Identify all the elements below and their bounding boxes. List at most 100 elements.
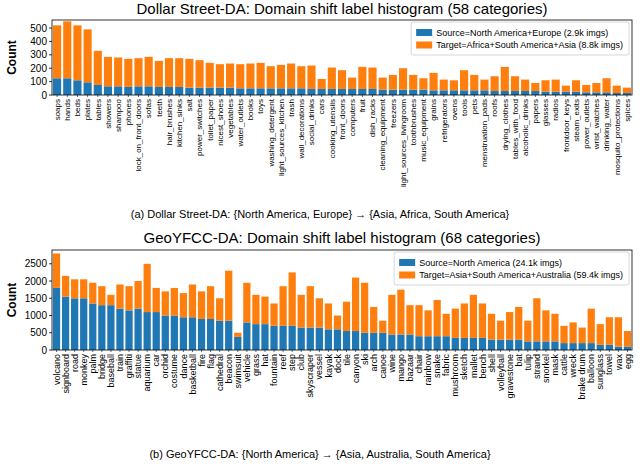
bar	[460, 70, 468, 90]
bar	[62, 276, 69, 297]
x-tick-label: freezers	[389, 99, 398, 128]
bar	[388, 295, 395, 335]
x-tick	[179, 95, 180, 97]
x-tick	[250, 95, 251, 97]
x-tick	[373, 350, 374, 352]
x-tick-label: music_equipment	[419, 98, 428, 161]
bar	[198, 291, 205, 319]
x-tick-label: tables_with_food	[511, 99, 520, 159]
x-tick-label: shampoo	[114, 98, 123, 131]
bar	[370, 333, 377, 350]
x-tick-label: sofas	[144, 99, 153, 118]
bar	[289, 272, 296, 325]
x-tick-label: hands	[63, 99, 72, 121]
bar	[307, 286, 314, 327]
bar	[73, 25, 81, 80]
bar	[470, 75, 478, 90]
bar	[236, 64, 244, 88]
x-tick	[189, 95, 190, 97]
bar	[165, 58, 173, 87]
bar	[289, 326, 296, 350]
bar	[243, 322, 250, 350]
x-tick	[616, 95, 617, 97]
bar	[63, 78, 71, 95]
x-tick	[609, 350, 610, 352]
bar	[434, 300, 441, 336]
bar	[287, 64, 295, 89]
bar	[153, 288, 160, 312]
x-tick	[56, 350, 57, 352]
x-tick	[274, 350, 275, 352]
x-tick	[228, 350, 229, 352]
x-tick	[392, 95, 393, 97]
x-tick	[138, 350, 139, 352]
bar	[361, 283, 368, 333]
x-tick	[147, 350, 148, 352]
bar	[479, 338, 486, 350]
bar	[261, 324, 268, 350]
bar	[216, 64, 224, 87]
x-tick	[494, 95, 495, 97]
bar	[506, 340, 513, 350]
x-tick-label: drying_clothes	[501, 99, 510, 151]
y-tick-label: 200	[30, 63, 47, 74]
bar	[243, 283, 250, 323]
bar	[316, 328, 323, 350]
x-tick-label: hair_brushes	[165, 99, 174, 145]
x-tick	[201, 350, 202, 352]
x-tick-label: toys	[256, 99, 265, 114]
x-tick	[183, 350, 184, 352]
bar	[165, 87, 173, 95]
chart-title: GeoYFCC-DA: Domain shift label histogram…	[144, 229, 541, 246]
bar	[602, 78, 610, 92]
x-tick	[423, 95, 424, 97]
chart-panel: GeoYFCC-DA: Domain shift label histogram…	[5, 229, 633, 460]
bar	[124, 59, 132, 87]
bar	[80, 298, 87, 350]
x-tick-label: light_sources_livingroom	[399, 99, 408, 187]
bar	[162, 316, 169, 350]
bar	[334, 329, 341, 350]
bar	[515, 307, 522, 340]
bar	[277, 88, 285, 95]
bar	[521, 91, 529, 95]
x-tick-label: radios	[551, 99, 560, 121]
bar	[225, 271, 232, 321]
bar	[470, 295, 477, 338]
x-tick	[107, 95, 108, 97]
legend-label: Target=Africa+South America+Asia (8.8k i…	[436, 40, 623, 50]
x-tick	[310, 350, 311, 352]
bar	[533, 341, 540, 350]
x-tick	[428, 350, 429, 352]
bar	[338, 89, 346, 95]
bar	[358, 89, 366, 95]
bar	[216, 88, 224, 95]
y-tick	[49, 281, 52, 282]
bar	[257, 88, 265, 95]
x-tick	[283, 350, 284, 352]
x-tick	[129, 350, 130, 352]
x-tick-label: mosquito_protections	[613, 99, 622, 175]
x-tick	[527, 350, 528, 352]
x-tick	[473, 350, 474, 352]
bar	[234, 333, 241, 337]
bar	[582, 92, 590, 95]
y-tick-label: 2500	[25, 258, 48, 269]
x-tick-label: teeth	[155, 99, 164, 117]
bar	[53, 288, 60, 350]
x-tick	[210, 350, 211, 352]
bar	[424, 336, 431, 350]
bar	[450, 90, 458, 95]
x-tick	[382, 350, 383, 352]
bar	[338, 70, 346, 89]
x-tick	[606, 95, 607, 97]
legend-box	[411, 22, 629, 55]
bar	[415, 305, 422, 336]
bar	[552, 80, 560, 92]
x-tick	[156, 350, 157, 352]
x-tick	[199, 95, 200, 97]
bar	[328, 89, 336, 95]
bar	[261, 297, 268, 325]
bar	[207, 286, 214, 319]
bar	[541, 92, 549, 95]
